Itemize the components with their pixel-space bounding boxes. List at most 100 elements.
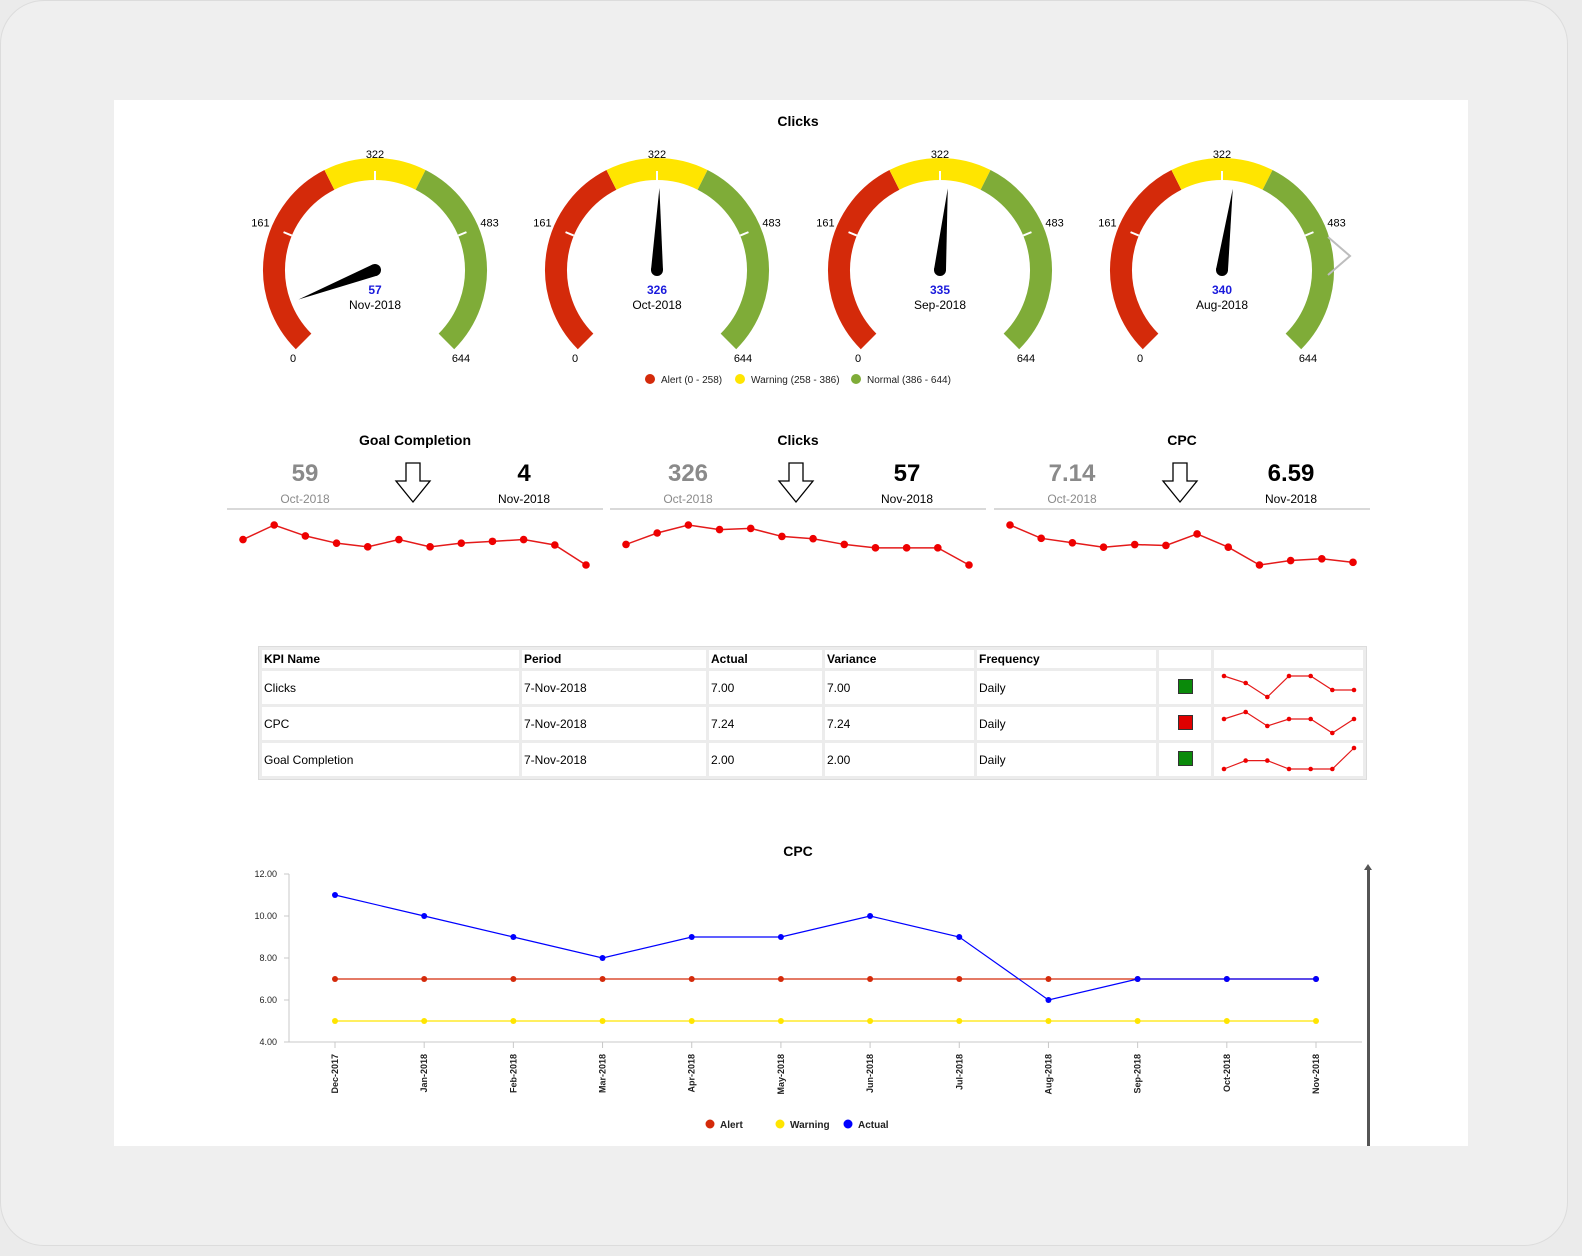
gauge-tick-label: 644 xyxy=(734,353,752,365)
gauge-band xyxy=(697,170,769,350)
sparkline-point xyxy=(519,535,528,544)
kpi-previous-value: 7.14 xyxy=(1048,460,1096,487)
x-tick-label: Oct-2018 xyxy=(1222,1054,1232,1092)
legend-marker xyxy=(645,374,655,384)
series-point-warning xyxy=(332,1018,338,1024)
sparkline-point xyxy=(1265,723,1270,729)
sparkline-point xyxy=(239,535,247,544)
kpi-name-cell: Goal Completion xyxy=(262,743,519,776)
scroll-up-arrow-icon[interactable] xyxy=(1364,864,1372,870)
legend-marker xyxy=(705,1119,715,1129)
sparkline-point xyxy=(1265,694,1270,700)
sparkline-point xyxy=(934,544,942,552)
kpi-name-cell: CPC xyxy=(262,707,519,740)
sparkline xyxy=(625,524,970,566)
x-tick-label: Aug-2018 xyxy=(1043,1054,1053,1095)
sparkline-point xyxy=(1286,766,1292,772)
actual-cell: 7.00 xyxy=(709,671,822,704)
sparkline-point xyxy=(1318,554,1326,563)
y-tick-label: 12.00 xyxy=(254,869,277,879)
gauge-value: 340 xyxy=(1212,283,1232,297)
scrollbar[interactable] xyxy=(1367,870,1370,1146)
kpi-card[interactable]: CPC 7.14 Oct-2018 6.59 Nov-2018 xyxy=(994,432,1370,582)
table-row[interactable]: Clicks 7-Nov-2018 7.00 7.00 Daily xyxy=(262,671,1363,704)
sparkline-point xyxy=(1351,687,1357,693)
sparkline-point xyxy=(1286,673,1292,679)
gauge-tick-label: 644 xyxy=(452,353,470,365)
gauges-title: Clicks xyxy=(777,113,819,129)
x-tick-label: Apr-2018 xyxy=(687,1054,697,1093)
kpi-card[interactable]: Goal Completion 59 Oct-2018 4 Nov-2018 xyxy=(227,432,603,582)
kpi-table: KPI Name Period Actual Variance Frequenc… xyxy=(258,646,1367,780)
period-cell: 7-Nov-2018 xyxy=(522,671,706,704)
gauge-band xyxy=(1262,170,1334,350)
gauge-tick-label: 0 xyxy=(855,353,861,365)
status-indicator xyxy=(1177,678,1193,694)
sparkline-point xyxy=(1351,716,1357,722)
kpi-name-cell: Clicks xyxy=(262,671,519,704)
trend-cell xyxy=(1214,707,1363,740)
sparkline-point xyxy=(1224,543,1233,552)
legend-label: Alert (0 - 258) xyxy=(661,375,722,386)
arrow-down-icon xyxy=(777,462,815,504)
x-tick-label: Nov-2018 xyxy=(1311,1054,1321,1094)
gauge-needle xyxy=(651,188,663,271)
gauge-needle xyxy=(934,188,948,271)
col-variance: Variance xyxy=(825,650,974,668)
gauge-tick-label: 161 xyxy=(533,218,551,230)
gauge-tick-label: 322 xyxy=(931,149,949,161)
y-tick-label: 6.00 xyxy=(259,995,277,1005)
legend-marker xyxy=(843,1119,853,1129)
frequency-cell: Daily xyxy=(977,707,1156,740)
period-cell: 7-Nov-2018 xyxy=(522,743,706,776)
sparkline-point xyxy=(1330,766,1335,772)
kpi-current-period: Nov-2018 xyxy=(1264,492,1318,506)
series-point-alert xyxy=(777,976,784,982)
sparkline-point xyxy=(1221,716,1227,722)
actual-cell: 7.24 xyxy=(709,707,822,740)
sparkline-point xyxy=(332,539,341,547)
sparkline-point xyxy=(582,561,590,569)
table-row[interactable]: Goal Completion 7-Nov-2018 2.00 2.00 Dai… xyxy=(262,743,1363,776)
sparkline-point xyxy=(1286,556,1295,565)
series-point-warning xyxy=(956,1018,963,1024)
kpi-previous-period: Oct-2018 xyxy=(1047,492,1097,506)
series-point-actual xyxy=(688,934,695,940)
kpi-graphics xyxy=(1006,462,1357,569)
gauge-tick-label: 322 xyxy=(1213,149,1231,161)
gauge-tick xyxy=(739,231,749,237)
kpi-card[interactable]: Clicks 326 Oct-2018 57 Nov-2018 xyxy=(610,432,986,582)
sparkline-point xyxy=(653,529,661,537)
series-point-warning xyxy=(421,1018,428,1024)
kpi-current-value: 4 xyxy=(517,460,531,487)
gauge-value: 57 xyxy=(368,283,382,297)
legend-label: Actual xyxy=(858,1120,889,1131)
dashboard-panel: Clicks 0 161 322 483 644 57 Nov-2018 0 161 322 483… xyxy=(114,100,1468,1146)
kpi-title: Clicks xyxy=(777,432,819,448)
status-cell xyxy=(1159,743,1211,776)
sparkline-point xyxy=(1221,673,1227,679)
legend-label: Warning (258 - 386) xyxy=(751,375,840,386)
sparkline-point xyxy=(1243,758,1248,763)
kpi-divider xyxy=(994,508,1370,510)
arrow-down-icon xyxy=(394,462,432,504)
kpi-previous-value: 326 xyxy=(667,460,709,487)
sparkline-point xyxy=(363,543,372,551)
row-sparkline xyxy=(1221,673,1357,700)
frequency-cell: Daily xyxy=(977,671,1156,704)
gauge-value: 335 xyxy=(930,283,950,297)
sparkline-point xyxy=(457,539,466,547)
gauge-band xyxy=(415,170,487,350)
gauge-tick-label: 483 xyxy=(480,218,498,230)
variance-cell: 7.00 xyxy=(825,671,974,704)
gauge-tick-label: 161 xyxy=(251,218,269,230)
frequency-cell: Daily xyxy=(977,743,1156,776)
kpi-divider xyxy=(610,508,986,510)
series-point-alert xyxy=(332,976,338,982)
x-tick-label: Jan-2018 xyxy=(419,1054,429,1093)
sparkline-point xyxy=(1308,673,1313,679)
legend-label: Alert xyxy=(720,1120,743,1131)
table-row[interactable]: CPC 7-Nov-2018 7.24 7.24 Daily xyxy=(262,707,1363,740)
gauge-tick-label: 161 xyxy=(1098,218,1116,230)
